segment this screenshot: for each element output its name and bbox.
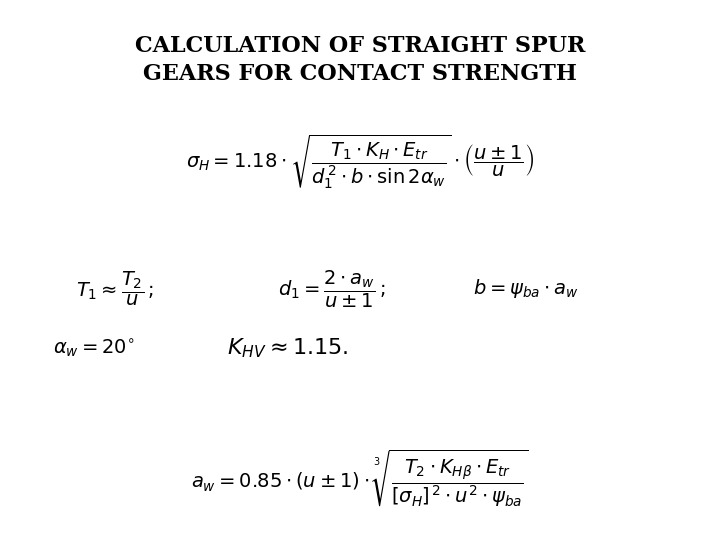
Text: $\mathbf{\mathit{K}}_{HV} \approx \mathbf{\mathit{1.15.}}$: $\mathbf{\mathit{K}}_{HV} \approx \mathb… <box>228 336 348 360</box>
Text: $b = \psi_{ba} \cdot a_w$: $b = \psi_{ba} \cdot a_w$ <box>473 278 578 300</box>
Text: $T_1 \approx \dfrac{T_2}{u}\,;$: $T_1 \approx \dfrac{T_2}{u}\,;$ <box>76 269 154 308</box>
Text: $\alpha_w = 20^{\circ}$: $\alpha_w = 20^{\circ}$ <box>53 337 135 360</box>
Text: $a_w = 0.85 \cdot (u \pm 1) \cdot \sqrt[3]{\dfrac{T_2 \cdot K_{H\beta} \cdot E_{: $a_w = 0.85 \cdot (u \pm 1) \cdot \sqrt[… <box>192 447 528 509</box>
Text: $\sigma_H = 1.18 \cdot \sqrt{\dfrac{T_1 \cdot K_H \cdot E_{tr}}{d_1^{\,2} \cdot : $\sigma_H = 1.18 \cdot \sqrt{\dfrac{T_1 … <box>186 132 534 192</box>
Text: $d_1 = \dfrac{2 \cdot a_w}{u \pm 1}\,;$: $d_1 = \dfrac{2 \cdot a_w}{u \pm 1}\,;$ <box>278 268 384 309</box>
Text: CALCULATION OF STRAIGHT SPUR
GEARS FOR CONTACT STRENGTH: CALCULATION OF STRAIGHT SPUR GEARS FOR C… <box>135 35 585 85</box>
